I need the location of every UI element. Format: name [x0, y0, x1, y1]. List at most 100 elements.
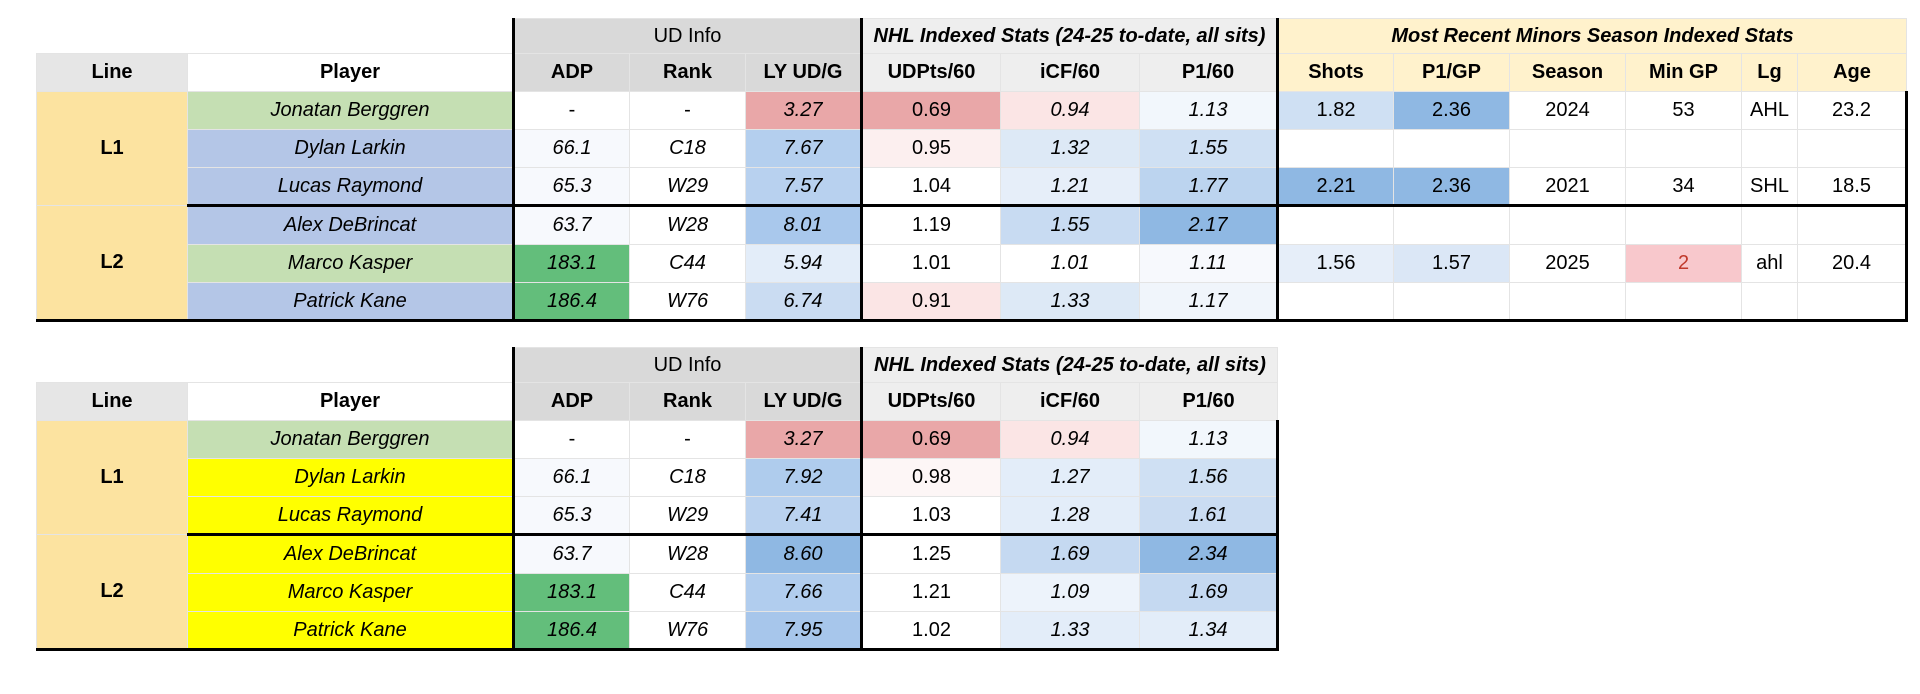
- udpts-cell: 1.21: [860, 573, 1001, 612]
- adp-cell: 63.7: [512, 205, 630, 245]
- line-label-l2: L2: [36, 205, 188, 322]
- udpts-cell: 0.91: [860, 282, 1001, 322]
- min-gp-cell: [1625, 129, 1742, 168]
- col-age: Age: [1797, 53, 1907, 92]
- icf-cell: 1.27: [1000, 458, 1140, 497]
- p1-cell: 1.56: [1139, 458, 1279, 497]
- table-row: Patrick Kane 186.4 W76 7.95 1.02 1.33 1.…: [37, 611, 1279, 651]
- udpts-cell: 0.69: [860, 91, 1001, 130]
- player-name: Alex DeBrincat: [187, 205, 514, 245]
- shots-cell: 2.21: [1276, 167, 1394, 207]
- adp-cell: 63.7: [512, 534, 630, 574]
- p1-cell: 1.69: [1139, 573, 1279, 612]
- icf-cell: 1.09: [1000, 573, 1140, 612]
- col-rank: Rank: [629, 382, 746, 421]
- age-cell: 23.2: [1797, 91, 1908, 130]
- col-line: Line: [36, 53, 188, 92]
- rank-cell: C44: [629, 244, 746, 283]
- adp-cell: 186.4: [512, 611, 630, 651]
- age-cell: 20.4: [1797, 244, 1908, 283]
- col-adp: ADP: [512, 53, 630, 92]
- icf-cell: 1.32: [1000, 129, 1140, 168]
- col-udpts-60: UDPts/60: [860, 53, 1001, 92]
- ly-cell: 8.01: [745, 205, 862, 245]
- p1gp-cell: 2.36: [1393, 91, 1510, 130]
- table-row: L2 Alex DeBrincat 63.7 W28 8.60 1.25 1.6…: [36, 534, 1279, 651]
- player-name: Jonatan Berggren: [187, 420, 514, 459]
- p1-cell: 2.34: [1139, 534, 1279, 574]
- rank-cell: W76: [629, 282, 746, 322]
- column-header-row: Line Player ADP Rank LY UD/G UDPts/60 iC…: [36, 53, 1907, 92]
- player-name: Dylan Larkin: [187, 129, 514, 168]
- rank-cell: W29: [629, 496, 746, 536]
- udpts-cell: 0.95: [860, 129, 1001, 168]
- player-name: Alex DeBrincat: [187, 534, 514, 574]
- udpts-cell: 1.03: [860, 496, 1001, 536]
- player-name: Patrick Kane: [187, 282, 514, 322]
- player-name: Patrick Kane: [187, 611, 514, 651]
- player-name: Lucas Raymond: [187, 167, 514, 207]
- p1gp-cell: 1.57: [1393, 244, 1510, 283]
- col-min-gp: Min GP: [1625, 53, 1742, 92]
- p1-cell: 1.34: [1139, 611, 1279, 651]
- rank-cell: W76: [629, 611, 746, 651]
- p1-cell: 1.61: [1139, 496, 1279, 536]
- season-cell: 2021: [1509, 167, 1626, 207]
- player-name: Jonatan Berggren: [187, 91, 514, 130]
- col-shots: Shots: [1276, 53, 1394, 92]
- ly-cell: 8.60: [745, 534, 862, 574]
- icf-cell: 0.94: [1000, 91, 1140, 130]
- player-name: Dylan Larkin: [187, 458, 514, 497]
- icf-cell: 1.69: [1000, 534, 1140, 574]
- age-cell: [1797, 129, 1908, 168]
- group-ud-info: UD Info: [512, 347, 862, 383]
- table-row: Patrick Kane 186.4 W76 6.74 0.91 1.33 1.…: [37, 282, 1908, 322]
- col-p1-60: P1/60: [1139, 382, 1278, 421]
- ly-cell: 5.94: [745, 244, 862, 283]
- shots-cell: 1.82: [1276, 91, 1394, 130]
- adp-cell: 183.1: [512, 573, 630, 612]
- col-player: Player: [187, 53, 514, 92]
- group-ud-info: UD Info: [512, 18, 862, 54]
- line-label-l1: L1: [36, 91, 188, 206]
- shots-cell: [1276, 205, 1394, 245]
- udpts-cell: 1.04: [860, 167, 1001, 207]
- p1gp-cell: [1393, 129, 1510, 168]
- adp-cell: 183.1: [512, 244, 630, 283]
- stats-table-2: UD Info NHL Indexed Stats (24-25 to-date…: [36, 347, 1279, 651]
- column-header-row: Line Player ADP Rank LY UD/G UDPts/60 iC…: [36, 382, 1278, 421]
- player-name: Lucas Raymond: [187, 496, 514, 536]
- adp-cell: 66.1: [512, 458, 630, 497]
- group-nhl-indexed: NHL Indexed Stats (24-25 to-date, all si…: [860, 347, 1278, 383]
- lg-cell: [1741, 129, 1798, 168]
- col-player: Player: [187, 382, 514, 421]
- shots-cell: [1276, 129, 1394, 168]
- adp-cell: 65.3: [512, 167, 630, 207]
- lg-cell: [1741, 205, 1798, 245]
- adp-cell: -: [512, 420, 630, 459]
- col-icf-60: iCF/60: [1000, 382, 1140, 421]
- table-row: Lucas Raymond 65.3 W29 7.57 1.04 1.21 1.…: [37, 167, 1908, 207]
- p1-cell: 1.17: [1139, 282, 1278, 322]
- lg-cell: AHL: [1741, 91, 1798, 130]
- ly-cell: 7.41: [745, 496, 862, 536]
- p1gp-cell: [1393, 205, 1510, 245]
- col-ly-ud-g: LY UD/G: [745, 382, 862, 421]
- age-cell: [1797, 282, 1908, 322]
- age-cell: [1797, 205, 1908, 245]
- udpts-cell: 1.02: [860, 611, 1001, 651]
- adp-cell: 66.1: [512, 129, 630, 168]
- icf-cell: 1.28: [1000, 496, 1140, 536]
- lg-cell: ahl: [1741, 244, 1798, 283]
- min-gp-cell: [1625, 282, 1742, 322]
- season-cell: [1509, 205, 1626, 245]
- icf-cell: 1.33: [1000, 611, 1140, 651]
- group-nhl-indexed: NHL Indexed Stats (24-25 to-date, all si…: [860, 18, 1278, 54]
- table-row: Dylan Larkin 66.1 C18 7.92 0.98 1.27 1.5…: [37, 458, 1279, 497]
- icf-cell: 1.21: [1000, 167, 1140, 207]
- col-icf-60: iCF/60: [1000, 53, 1140, 92]
- adp-cell: -: [512, 91, 630, 130]
- rank-cell: C18: [629, 458, 746, 497]
- p1gp-cell: 2.36: [1393, 167, 1510, 207]
- season-cell: [1509, 129, 1626, 168]
